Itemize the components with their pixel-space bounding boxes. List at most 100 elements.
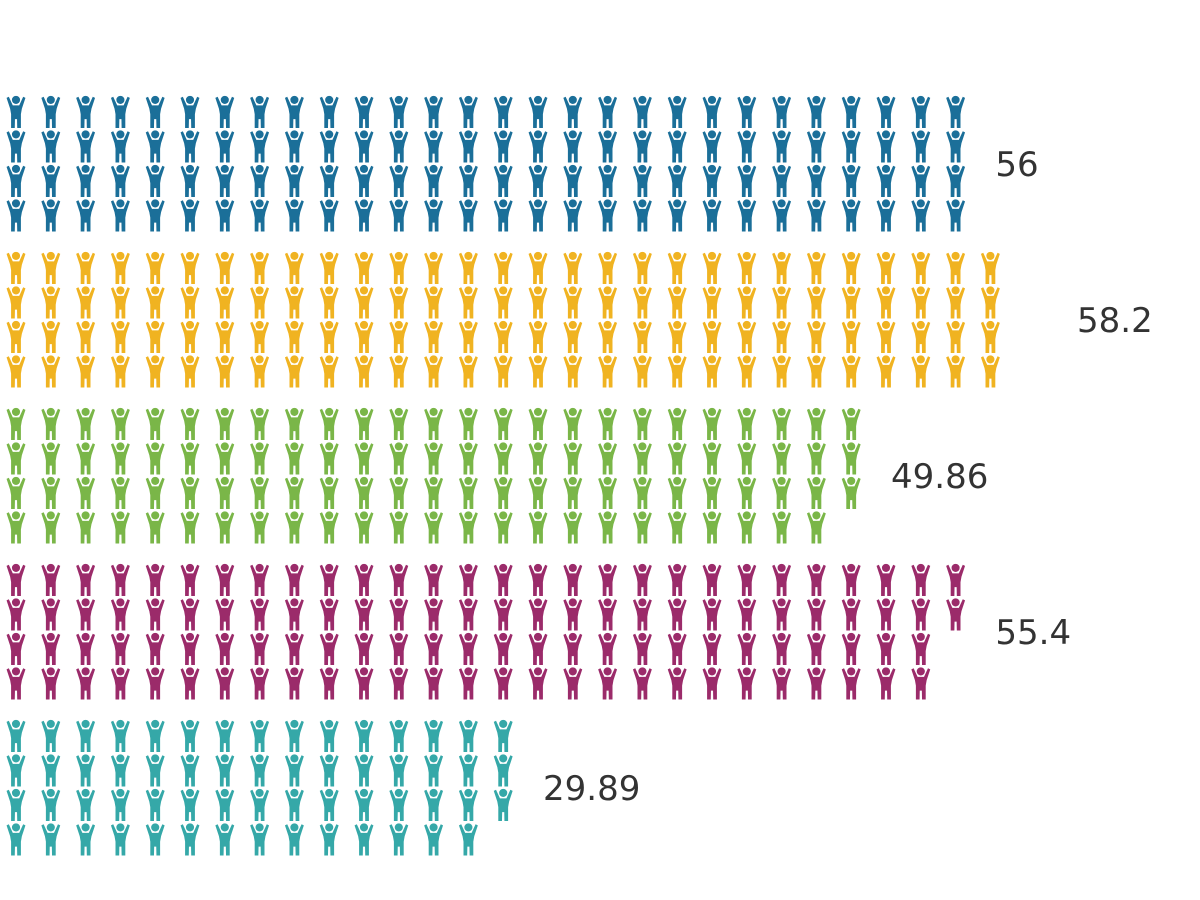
person-icon [667,95,687,129]
person-icon [737,632,757,666]
person-icon [876,95,896,129]
person-icon [250,823,270,856]
value-label: 56 [995,145,1038,185]
person-icon [215,667,235,700]
person-icon [76,320,96,354]
person-icon [424,511,444,544]
person-icon [354,632,374,666]
person-icon [598,251,618,285]
person-icon [215,355,235,388]
person-icon [354,788,374,822]
person-icon [876,164,896,198]
person-icon [389,823,409,856]
person-icon [632,667,652,700]
person-icon [598,598,618,631]
person-icon [284,667,304,700]
person-icon [528,320,548,354]
person-icon [458,442,478,475]
person-icon [772,95,792,129]
person-icon [528,598,548,631]
person-icon [319,130,339,163]
person-icon [41,130,61,163]
person-icon [563,632,583,666]
person-icon [702,251,722,285]
person-icon [76,442,96,475]
person-icon [284,95,304,129]
person-icon [389,95,409,129]
person-icon [493,407,513,441]
person-icon [772,632,792,666]
person-icon [632,320,652,354]
person-icon [180,563,200,597]
person-icon [424,632,444,666]
person-icon [563,164,583,198]
person-icon [737,511,757,544]
person-icon [772,286,792,319]
person-icon [806,476,826,510]
person-icon [632,164,652,198]
person-icon [41,632,61,666]
person-icon [215,251,235,285]
person-icon [632,199,652,232]
person-icon [528,667,548,700]
person-icon [806,563,826,597]
person-icon [354,442,374,475]
person-icon [772,320,792,354]
person-icon [215,407,235,441]
person-icon [284,823,304,856]
person-icon [424,320,444,354]
person-icon [424,130,444,163]
person-icon [250,251,270,285]
person-icon [284,754,304,787]
person-icon [424,355,444,388]
person-icon [354,95,374,129]
person-icon [250,754,270,787]
person-icon [667,667,687,700]
person-icon [458,286,478,319]
person-icon [6,823,26,856]
person-icon [806,164,826,198]
person-icon [841,251,861,285]
person-icon [632,598,652,631]
person-icon [632,95,652,129]
person-icon [76,251,96,285]
person-icon [6,320,26,354]
person-icon [41,95,61,129]
person-icon [946,286,966,319]
person-icon [563,251,583,285]
person-icon [180,286,200,319]
person-icon [319,442,339,475]
person-icon [319,667,339,700]
person-icon [563,199,583,232]
person-icon [354,320,374,354]
person-icon [215,286,235,319]
person-icon [250,632,270,666]
person-icon [110,754,130,787]
person-icon [667,286,687,319]
person-icon [6,199,26,232]
person-icon [145,407,165,441]
person-icon [6,788,26,822]
person-icon [284,320,304,354]
person-icon [563,598,583,631]
value-label: 55.4 [995,613,1071,653]
person-icon [215,320,235,354]
person-icon [180,164,200,198]
person-icon [389,754,409,787]
person-icon [667,407,687,441]
person-icon [145,754,165,787]
person-icon [180,407,200,441]
person-icon [215,130,235,163]
person-icon [41,442,61,475]
person-icon [354,130,374,163]
person-icon [250,667,270,700]
person-icon [424,442,444,475]
person-icon [772,442,792,475]
person-icon [145,251,165,285]
person-icon [458,251,478,285]
person-icon [319,788,339,822]
person-icon [702,598,722,631]
person-icon [6,632,26,666]
person-icon [841,442,861,475]
person-icon [493,130,513,163]
